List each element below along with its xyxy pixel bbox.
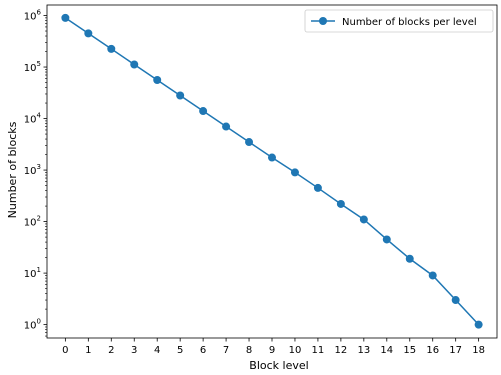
x-tick-label: 2 xyxy=(108,345,114,356)
x-tick-label: 14 xyxy=(380,345,393,356)
x-tick-label: 12 xyxy=(335,345,348,356)
data-point xyxy=(382,235,391,244)
data-point xyxy=(268,153,276,162)
data-point xyxy=(107,44,116,53)
plot-frame xyxy=(46,4,498,339)
y-tick-label: 104 xyxy=(24,112,42,126)
y-tick-label: 103 xyxy=(24,163,41,177)
x-tick-label: 5 xyxy=(177,345,183,356)
data-point xyxy=(359,215,368,224)
x-tick-label: 8 xyxy=(246,345,252,356)
data-point xyxy=(222,122,231,131)
data-point xyxy=(313,183,322,192)
data-point xyxy=(199,107,208,116)
x-tick-label: 9 xyxy=(269,345,275,356)
data-point xyxy=(153,76,162,85)
plot-area xyxy=(61,13,483,329)
x-tick-label: 1 xyxy=(85,345,91,356)
x-tick-label: 4 xyxy=(154,345,160,356)
x-tick-label: 17 xyxy=(449,345,462,356)
x-tick-label: 0 xyxy=(62,345,68,356)
data-point xyxy=(428,271,437,280)
y-tick-label: 102 xyxy=(24,215,41,229)
x-tick-label: 11 xyxy=(312,345,325,356)
legend-box xyxy=(304,9,494,33)
data-point xyxy=(290,168,299,177)
x-tick-label: 3 xyxy=(131,345,137,356)
data-point xyxy=(451,296,460,305)
y-tick-label: 106 xyxy=(24,9,42,23)
x-tick-label: 13 xyxy=(357,345,370,356)
data-point xyxy=(176,91,185,100)
data-point xyxy=(84,29,93,38)
data-point xyxy=(245,138,254,147)
x-tick-label: 16 xyxy=(426,345,439,356)
x-tick-label: 10 xyxy=(289,345,302,356)
series-line xyxy=(64,17,480,326)
data-point xyxy=(336,199,345,208)
legend-label: Number of blocks per level xyxy=(342,17,477,28)
data-point xyxy=(474,320,483,329)
x-tick-label: 6 xyxy=(200,345,206,356)
y-tick-label: 100 xyxy=(24,318,41,332)
data-point xyxy=(130,60,139,69)
y-tick-label: 101 xyxy=(24,266,41,280)
x-tick-label: 18 xyxy=(472,345,485,356)
x-tick-label: 7 xyxy=(223,345,229,356)
y-tick-label: 105 xyxy=(24,60,41,74)
x-axis-label: Block level xyxy=(249,359,308,372)
y-axis-label: Number of blocks xyxy=(6,121,19,218)
data-point xyxy=(405,254,414,263)
legend-marker-swatch xyxy=(319,17,327,25)
x-tick-label: 15 xyxy=(403,345,416,356)
data-point xyxy=(61,13,70,22)
